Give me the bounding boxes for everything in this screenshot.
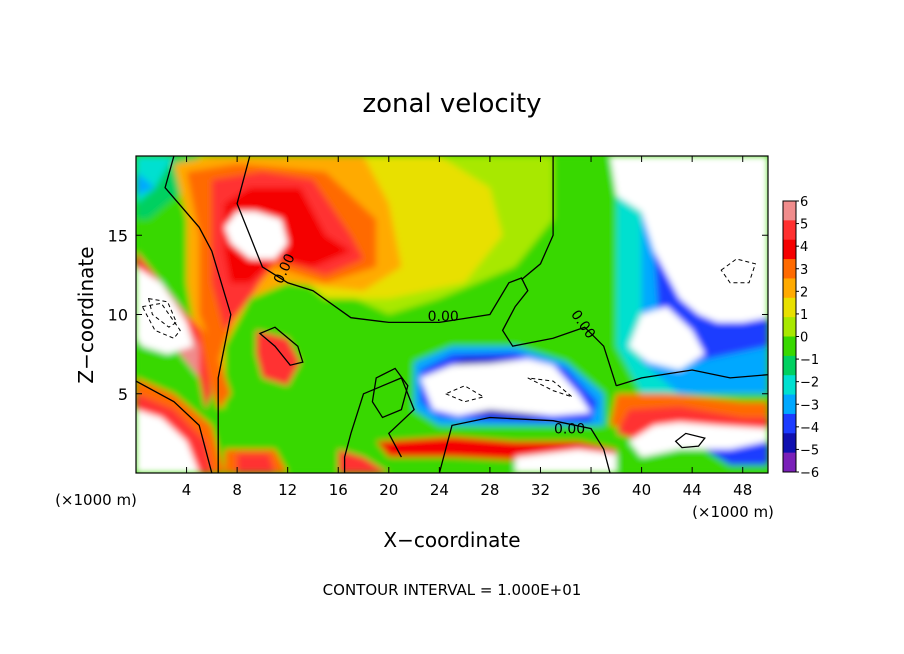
contour-solid-5 <box>343 377 415 473</box>
colorbar-swatch <box>783 259 796 279</box>
x-tick-label: 40 <box>632 481 651 499</box>
x-unit-left: (×1000 m) <box>55 491 137 509</box>
velocity-field <box>136 156 768 473</box>
x-tick-label: 28 <box>480 481 499 499</box>
colorbar-tick-label: −3 <box>800 398 819 413</box>
colorbar-swatch <box>783 220 796 241</box>
x-tick-label: 8 <box>232 481 242 499</box>
colorbar-tick-label: −4 <box>800 421 819 436</box>
contour-solid-9 <box>258 326 304 366</box>
colorbar-swatch <box>783 239 796 260</box>
contour-label-3: 0.00 <box>554 422 585 438</box>
chart-title: zonal velocity <box>362 89 541 119</box>
x-tick-label: 44 <box>683 481 702 499</box>
x-tick-label: 36 <box>581 481 600 499</box>
velocity-region-33 <box>136 409 200 473</box>
colorbar-swatch <box>783 317 796 337</box>
velocity-region-31 <box>224 211 288 259</box>
colorbar-tick-label: 3 <box>800 263 808 278</box>
colorbar-tick-label: −2 <box>800 376 819 391</box>
plot-area: 0.000.00 0.000.00 4 8 12 16 20 24 28 32 36 40 44 48 … <box>108 155 769 499</box>
colorbar-tick-label: 1 <box>800 308 808 323</box>
contour-solid-3 <box>521 156 554 281</box>
contour-solid-1 <box>136 380 213 473</box>
velocity-region-14 <box>224 187 351 283</box>
y-tick-label: 15 <box>108 226 128 245</box>
colorbar-swatch <box>783 433 796 454</box>
contour-solid-7 <box>438 416 611 473</box>
colorbar-swatch <box>783 278 796 299</box>
contour-interval-note: CONTOUR INTERVAL = 1.000E+01 <box>323 581 582 599</box>
velocity-region-10 <box>136 171 155 196</box>
colorbar-tick-label: 2 <box>800 285 808 300</box>
contour-dashed-4 <box>720 258 757 284</box>
contour-solid-6 <box>371 367 409 419</box>
contour-solid-2 <box>236 156 617 386</box>
x-tick-label: 24 <box>430 481 449 499</box>
contour-dashed-0 <box>141 302 181 339</box>
colorbar-swatch <box>783 336 796 357</box>
contour-solid-4 <box>616 369 768 387</box>
contour-solid-8 <box>674 432 706 449</box>
y-axis-ticks: 5 10 15 <box>108 226 768 404</box>
colorbar-swatch <box>783 413 796 434</box>
x-tick-label: 32 <box>531 481 550 499</box>
colorbar-tick-label: −5 <box>800 443 819 458</box>
contour-lines <box>136 156 768 473</box>
x-axis-ticks: 4 8 12 16 20 24 28 32 36 40 44 48 <box>182 156 752 499</box>
velocity-region-34 <box>420 358 591 416</box>
colorbar-swatch <box>783 452 796 473</box>
velocity-region-30 <box>237 454 275 473</box>
x-unit-right: (×1000 m) <box>692 503 774 521</box>
colorbar-tick-label: −1 <box>800 353 819 368</box>
colorbar-tick-label: 5 <box>800 218 808 233</box>
x-tick-label: 12 <box>278 481 297 499</box>
x-axis-label: X−coordinate <box>383 528 520 552</box>
x-tick-label: 16 <box>329 481 348 499</box>
velocity-region-32 <box>136 266 193 355</box>
colorbar-swatch <box>783 297 796 318</box>
velocity-region-15 <box>136 251 231 410</box>
x-tick-label: 4 <box>182 481 192 499</box>
x-tick-label: 20 <box>379 481 398 499</box>
velocity-region-37 <box>692 190 756 231</box>
colorbar-swatch <box>783 201 796 221</box>
colorbar-tick-label: 0 <box>800 331 808 346</box>
velocity-region-36 <box>629 306 705 370</box>
colorbar-tick-label: 4 <box>800 240 808 255</box>
y-tick-label: 10 <box>108 306 128 325</box>
contour-solid-0 <box>164 156 232 473</box>
colorbar: 6 5 4 3 2 1 0 −1 −2 −3 −4 −5 −6 <box>782 195 819 481</box>
colorbar-swatch <box>783 375 796 396</box>
velocity-region-28 <box>338 449 389 473</box>
y-tick-label: 5 <box>118 385 128 404</box>
colorbar-swatch <box>783 394 796 415</box>
velocity-region-18 <box>256 330 301 386</box>
velocity-region-9 <box>136 156 174 204</box>
x-tick-label: 48 <box>733 481 752 499</box>
y-axis-label: Z−coordinate <box>74 246 98 383</box>
velocity-region-38 <box>629 422 768 458</box>
colorbar-tick-label: 6 <box>800 195 808 210</box>
colorbar-tick-label: −6 <box>800 466 819 481</box>
colorbar-swatch <box>783 355 796 376</box>
contour-dashed-1 <box>147 297 178 328</box>
contour-label-1: 0.00 <box>428 309 459 325</box>
